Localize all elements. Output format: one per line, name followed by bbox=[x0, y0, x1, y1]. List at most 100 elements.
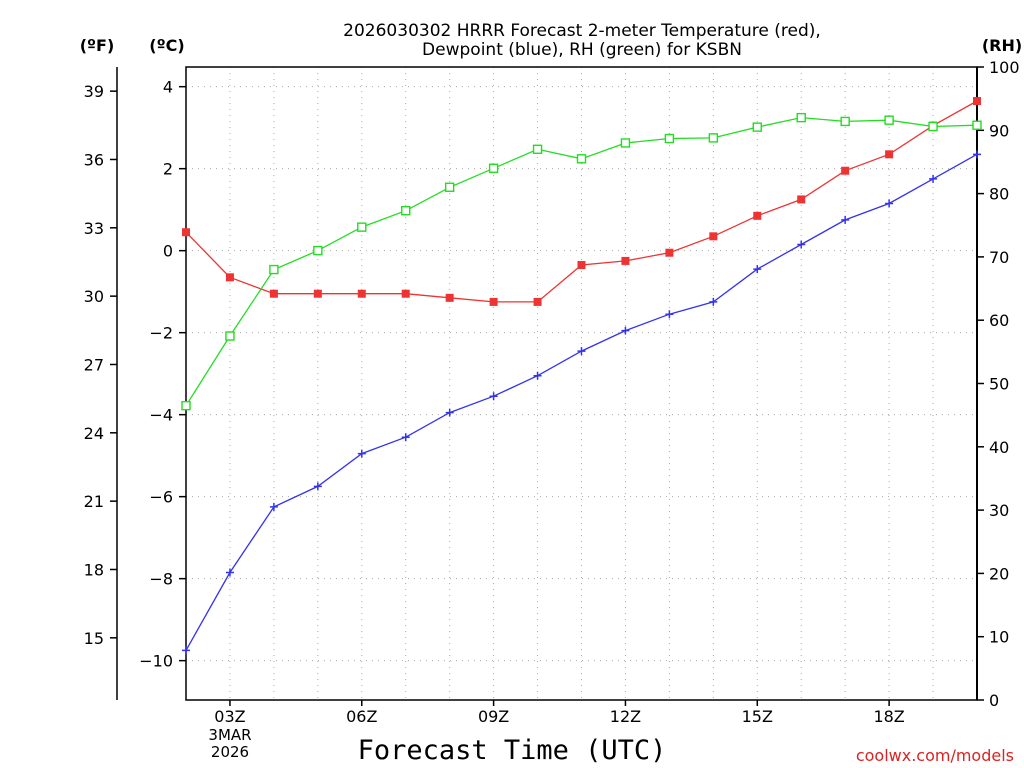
celsius-tick-label: −6 bbox=[149, 488, 173, 507]
fahrenheit-tick-label: 21 bbox=[84, 492, 104, 511]
rh-point bbox=[752, 122, 762, 132]
x-tick-label: 09Z bbox=[478, 707, 509, 726]
x-axis-title: Forecast Time (UTC) bbox=[358, 735, 667, 766]
temperature-point bbox=[269, 289, 278, 298]
axes bbox=[116, 66, 978, 701]
x-tick-label: 15Z bbox=[742, 707, 773, 726]
celsius-tick-label: −10 bbox=[139, 652, 173, 671]
x-tick-label: 18Z bbox=[873, 707, 904, 726]
rh-tick-label: 70 bbox=[989, 248, 1009, 267]
dewpoint-point bbox=[489, 392, 498, 401]
celsius-tick-label: 0 bbox=[163, 242, 173, 261]
celsius-unit-label: (ºC) bbox=[149, 36, 184, 55]
temperature-point bbox=[533, 297, 542, 306]
fahrenheit-tick-label: 24 bbox=[84, 424, 104, 443]
x-tick-label: 03Z bbox=[214, 707, 245, 726]
temperature-point bbox=[401, 289, 410, 298]
ticks: 03Z 06Z 09Z 12Z 15Z 18Z420−2−4−6−8−1039363330… bbox=[84, 58, 1020, 726]
temperature-point bbox=[753, 211, 762, 220]
dewpoint-line bbox=[185, 153, 978, 651]
rh-point bbox=[972, 120, 982, 130]
fahrenheit-tick-label: 39 bbox=[84, 82, 104, 101]
temperature-point bbox=[709, 232, 718, 241]
temperature-point bbox=[225, 273, 234, 282]
rh-point bbox=[708, 133, 719, 143]
dewpoint-point bbox=[577, 347, 586, 356]
x-tick-label: 12Z bbox=[610, 707, 641, 726]
rh-tick-label: 100 bbox=[989, 58, 1020, 77]
dewpoint-point bbox=[665, 310, 674, 319]
date-label-month: 3MAR bbox=[208, 726, 251, 744]
temperature-point bbox=[973, 97, 981, 106]
rh-tick-label: 40 bbox=[989, 438, 1009, 457]
rh-point bbox=[884, 115, 894, 125]
series bbox=[181, 97, 982, 655]
x-tick-label: 06Z bbox=[346, 707, 377, 726]
fahrenheit-tick-label: 33 bbox=[84, 219, 104, 238]
rh-point bbox=[928, 121, 938, 132]
dewpoint-point bbox=[357, 449, 366, 458]
dewpoint-point bbox=[401, 433, 410, 442]
rh-point bbox=[532, 144, 543, 154]
rh-point bbox=[620, 138, 631, 148]
rh-tick-label: 80 bbox=[989, 185, 1009, 204]
rh-point bbox=[840, 116, 850, 127]
dewpoint-point bbox=[533, 371, 542, 380]
dewpoint-point bbox=[445, 408, 454, 417]
fahrenheit-tick-label: 30 bbox=[84, 287, 104, 306]
chart-title-line-1: 2026030302 HRRR Forecast 2-meter Tempera… bbox=[343, 21, 821, 41]
dewpoint-point bbox=[885, 199, 894, 208]
celsius-tick-label: −2 bbox=[149, 324, 173, 343]
fahrenheit-tick-label: 15 bbox=[84, 629, 104, 648]
dewpoint-point bbox=[269, 502, 278, 511]
dewpoint-point bbox=[225, 568, 234, 577]
temperature-point bbox=[313, 289, 322, 298]
chart-title-line-2: Dewpoint (blue), RH (green) for KSBN bbox=[422, 40, 742, 60]
celsius-tick-label: 2 bbox=[163, 160, 173, 179]
temperature-point bbox=[797, 195, 806, 204]
fahrenheit-unit-label: (ºF) bbox=[80, 36, 115, 55]
rh-point bbox=[488, 163, 499, 173]
celsius-tick-label: −4 bbox=[149, 406, 173, 425]
date-label-year: 2026 bbox=[211, 743, 249, 761]
rh-point bbox=[664, 133, 675, 144]
dewpoint-point bbox=[797, 240, 806, 249]
rh-tick-label: 60 bbox=[989, 311, 1009, 330]
fahrenheit-tick-label: 18 bbox=[84, 560, 104, 579]
fahrenheit-tick-label: 27 bbox=[84, 355, 104, 374]
fahrenheit-tick-label: 36 bbox=[84, 150, 104, 169]
dewpoint-point bbox=[929, 174, 938, 183]
rh-point bbox=[269, 264, 279, 275]
temperature-point bbox=[665, 248, 674, 257]
dewpoint-point bbox=[621, 326, 630, 335]
rh-point bbox=[225, 331, 235, 341]
temperature-point bbox=[357, 289, 366, 298]
rh-tick-label: 20 bbox=[989, 564, 1009, 583]
rh-point bbox=[576, 154, 587, 164]
dewpoint-point bbox=[841, 215, 850, 224]
temperature-point bbox=[577, 261, 586, 270]
rh-tick-label: 10 bbox=[989, 628, 1009, 647]
dewpoint-point bbox=[709, 297, 718, 306]
dewpoint-point bbox=[182, 646, 190, 655]
rh-point bbox=[357, 222, 367, 232]
temperature-point bbox=[445, 293, 454, 302]
dewpoint-point bbox=[753, 265, 762, 274]
temperature-point bbox=[621, 256, 630, 265]
watermark: coolwx.com/models bbox=[856, 746, 1014, 765]
celsius-tick-label: −8 bbox=[149, 570, 173, 589]
temperature-point bbox=[489, 297, 498, 306]
rh-point bbox=[181, 400, 191, 411]
rh-point bbox=[313, 245, 323, 256]
dewpoint-point bbox=[313, 482, 322, 491]
rh-tick-label: 30 bbox=[989, 501, 1009, 520]
dewpoint-point bbox=[973, 150, 981, 159]
rh-point bbox=[444, 182, 455, 192]
temperature-point bbox=[182, 228, 190, 237]
rh-unit-label: (RH) bbox=[982, 36, 1022, 55]
rh-tick-label: 0 bbox=[989, 691, 999, 710]
temperature-point bbox=[885, 150, 894, 159]
rh-point bbox=[401, 205, 411, 216]
temperature-point bbox=[841, 166, 850, 175]
